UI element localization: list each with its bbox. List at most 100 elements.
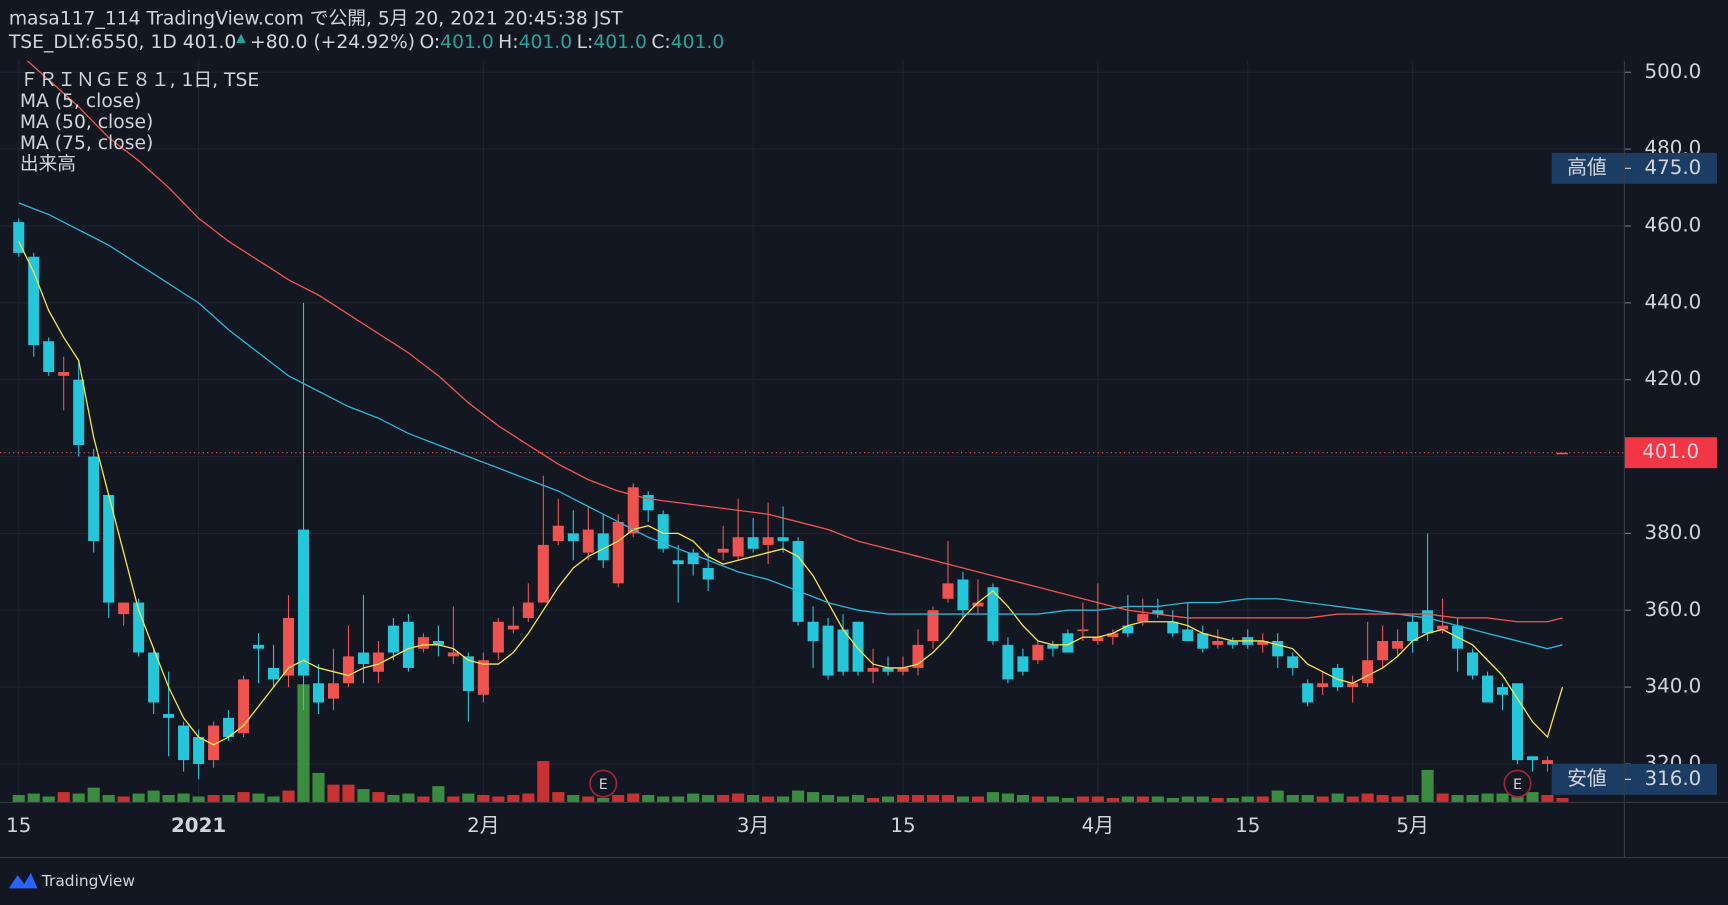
legend-entry: MA (75, close)	[20, 133, 153, 154]
volume-bar	[896, 795, 910, 803]
candle-body	[522, 602, 534, 618]
candle-body	[777, 537, 789, 542]
volume-bar	[672, 796, 685, 803]
volume-bar	[42, 796, 55, 803]
candle-body	[208, 725, 220, 761]
volume-bar	[1001, 793, 1014, 803]
volume-bar	[1301, 795, 1314, 803]
candle-body	[1197, 633, 1209, 649]
volume-bar	[117, 796, 130, 803]
volume-bar	[162, 795, 175, 803]
candle-body	[912, 644, 924, 668]
y-tick-label: 420.0	[1645, 367, 1702, 390]
legend-entry: MA (50, close)	[20, 112, 153, 133]
ohlc-value: 401.0	[671, 31, 725, 52]
candle-body	[897, 667, 909, 672]
volume-bar	[12, 795, 25, 803]
candle-body	[852, 621, 864, 672]
ohlc-value: 401.0	[593, 31, 647, 52]
volume-bar	[777, 796, 790, 803]
y-tick-label: 440.0	[1645, 290, 1702, 313]
candle-body	[1467, 652, 1479, 676]
volume-bar	[27, 793, 40, 803]
volume-bar	[1376, 795, 1389, 803]
candle-body	[687, 552, 699, 565]
candle-body	[88, 456, 100, 542]
candle-body	[1017, 656, 1029, 672]
marker-box	[1551, 152, 1717, 184]
x-tick-label: 3月	[737, 814, 769, 837]
candle-body	[1032, 644, 1044, 661]
volume-bar	[1466, 795, 1479, 803]
arrow: ▲	[236, 30, 246, 44]
ohlc-key: H:	[498, 31, 518, 52]
last-price-label: 401.0	[1642, 440, 1699, 463]
candle-body	[193, 737, 205, 764]
candle-body	[792, 541, 804, 622]
volume-bar	[881, 796, 895, 803]
marker-box	[1551, 763, 1717, 795]
candle-body	[1152, 610, 1164, 615]
candle-body	[13, 222, 25, 253]
candle-body	[1497, 687, 1509, 695]
header-quote: TSE_DLY:6550, 1D 401.0▲ +80.0 (+24.92%) O:…	[8, 30, 724, 52]
legend-entry: 出来高	[20, 154, 76, 175]
candle-body	[837, 629, 849, 672]
volume-bar	[986, 792, 999, 803]
volume-bar	[417, 796, 430, 803]
candle-body	[372, 652, 384, 672]
candle-body	[1167, 621, 1179, 634]
volume-bar	[1136, 796, 1149, 803]
volume-bar	[1541, 795, 1554, 803]
event-marker	[1503, 769, 1532, 798]
volume-bar	[612, 795, 625, 803]
volume-bar	[57, 792, 70, 803]
candle-body	[492, 621, 504, 653]
volume-bar	[327, 784, 340, 803]
candle-body	[447, 652, 459, 657]
candle-body	[972, 602, 984, 607]
ohlc-key: O:	[419, 31, 440, 52]
volume-bar	[1031, 796, 1044, 803]
volume-bar	[342, 784, 355, 803]
volume-bar	[911, 795, 925, 803]
volume-bar	[1091, 796, 1104, 803]
last-price-box	[1624, 437, 1717, 469]
marker-label: 高値	[1567, 156, 1607, 179]
candle-body	[268, 667, 280, 680]
candle-body	[567, 533, 579, 542]
candle-body	[163, 714, 175, 718]
candle-body	[1212, 640, 1224, 645]
candle-body	[103, 494, 115, 603]
volume-bar	[792, 790, 805, 803]
volume-bar	[956, 796, 970, 803]
candle-body	[178, 725, 190, 761]
volume-bar	[1076, 796, 1089, 803]
candle-body	[462, 656, 474, 691]
y-tick-label: 380.0	[1645, 521, 1702, 544]
marker-value: 475.0	[1645, 156, 1702, 179]
candle-body	[253, 644, 265, 649]
volume-bar	[432, 786, 445, 803]
candle-body	[507, 625, 519, 630]
candle-body	[552, 525, 564, 542]
candle-body	[1302, 683, 1314, 703]
volume-bar	[1196, 796, 1209, 803]
volume-bar	[1361, 793, 1374, 803]
volume-bar	[462, 793, 475, 803]
candle-body	[642, 494, 654, 511]
volume-bar	[222, 795, 235, 803]
y-tick-label: 340.0	[1645, 675, 1702, 698]
candle-body	[807, 621, 819, 641]
candle-body	[223, 717, 235, 738]
candle-body	[672, 560, 684, 565]
candle-body	[118, 602, 130, 615]
candle-body	[1002, 644, 1014, 680]
candle-body	[417, 637, 429, 649]
volume-bar	[477, 795, 490, 803]
volume-bar	[717, 795, 730, 803]
candle-body	[73, 379, 85, 446]
volume-bar	[627, 793, 640, 803]
